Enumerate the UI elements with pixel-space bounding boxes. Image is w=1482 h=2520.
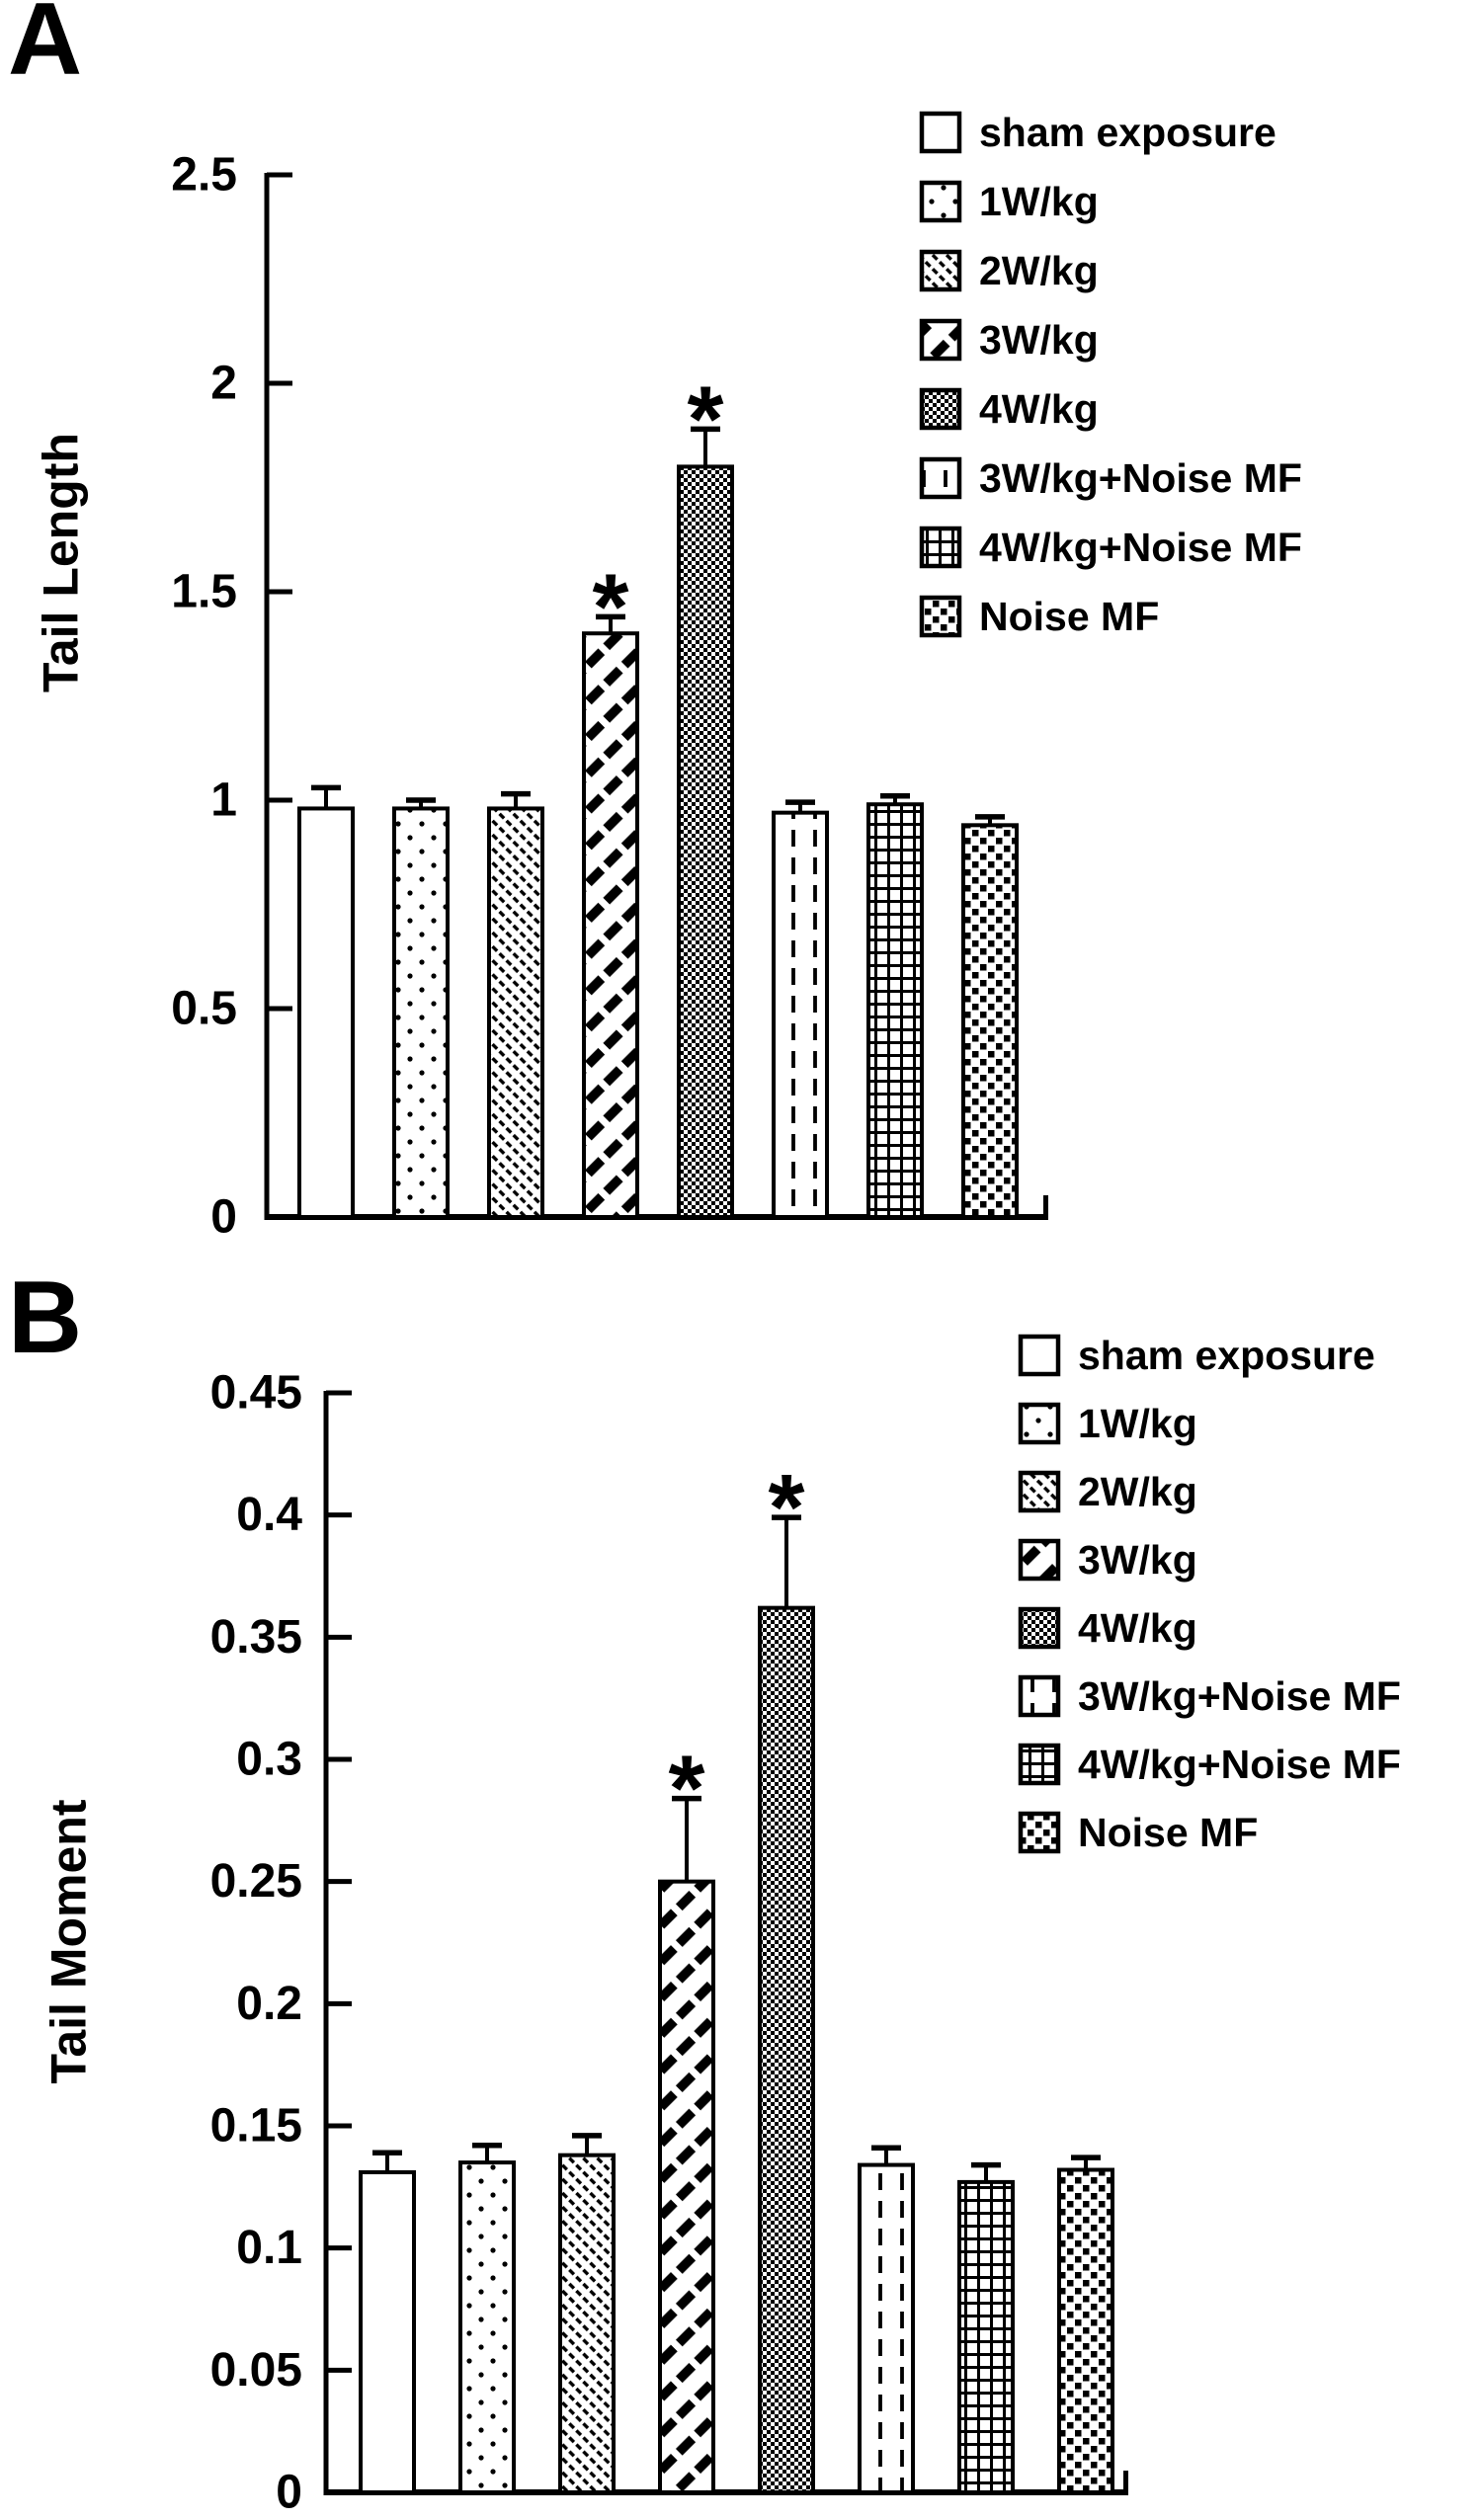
legend-marker-sham-exposure [1018,1334,1061,1377]
legend-label-3w-kg: 3W/kg [979,317,1099,363]
legend-marker-4w-kg [919,387,962,431]
y-tick-label-0: 0 [210,1191,237,1244]
bar-sham-exposure [297,806,355,1219]
bar-noise-mf [1057,2167,1114,2495]
legend-marker-2w-kg [1018,1470,1061,1513]
legend-label-3w-kg: 3W/kg [1078,1537,1197,1583]
y-tick-label-0: 0 [276,2467,302,2519]
legend-label-1w-kg: 1W/kg [1078,1401,1197,1446]
y-tick-label-0.1: 0.1 [236,2222,302,2274]
panel-b-letter: B [8,1260,83,1375]
legend-label-4w-kg-noise-mf: 4W/kg+Noise MF [1078,1742,1401,1787]
y-tick-label-1.5: 1.5 [171,566,237,618]
legend-label-1w-kg: 1W/kg [979,179,1099,224]
bar-4w-kg-noise-mf [866,802,924,1219]
legend-marker-4w-kg-noise-mf [1018,1743,1061,1786]
panel-b-chart: 0.45 0.4 0.35 0.3 0.25 0.2 0.15 0.1 0.05 0 * * sham … [210,1333,1401,2519]
significance-asterisk-4w-kg: * [688,366,724,471]
legend-marker-2w-kg [919,249,962,292]
legend-label-2w-kg: 2W/kg [1078,1469,1197,1514]
y-tick-label-2: 2 [210,358,237,410]
legend-marker-3w-kg [919,318,962,362]
legend-marker-3w-kg [1018,1538,1061,1582]
y-tick-label-0.05: 0.05 [210,2344,302,2397]
legend-marker-noise-mf [1018,1811,1061,1854]
legend-marker-1w-kg [1018,1402,1061,1445]
legend-label-4w-kg-noise-mf: 4W/kg+Noise MF [979,525,1302,570]
legend-marker-1w-kg [919,180,962,223]
significance-asterisk-3w-kg: * [593,554,629,659]
y-tick-label-1: 1 [210,774,237,827]
bar-4w-kg [758,1605,815,2494]
legend-label-3w-kg-noise-mf: 3W/kg+Noise MF [979,455,1302,501]
legend-marker-3w-kg-noise-mf [1018,1674,1061,1718]
legend-label-4w-kg: 4W/kg [1078,1605,1197,1651]
legend-label-noise-mf: Noise MF [979,594,1159,639]
bar-3w-kg-noise-mf [858,2162,915,2494]
y-tick-label-0.45: 0.45 [210,1367,302,1420]
bar-4w-kg-noise-mf [957,2179,1015,2494]
bar-noise-mf [961,823,1019,1219]
panel-a-letter: A [8,0,83,97]
y-tick-label-0.3: 0.3 [236,1734,302,1786]
y-tick-label-0.2: 0.2 [236,1978,302,2030]
bar-2w-kg [558,2153,616,2494]
significance-asterisk-4w-kg: * [769,1455,805,1560]
legend-marker-3w-kg-noise-mf [919,456,962,500]
legend-label-sham-exposure: sham exposure [979,110,1276,155]
legend-label-2w-kg: 2W/kg [979,248,1099,293]
legend-label-sham-exposure: sham exposure [1078,1333,1375,1378]
bar-3w-kg-noise-mf [772,810,829,1219]
y-tick-label-0.25: 0.25 [210,1855,302,1908]
legend-label-noise-mf: Noise MF [1078,1810,1258,1855]
panel-b: B Tail Moment 0.45 0.4 0.35 0.3 0.25 0.2 0.15 0… [0,1260,1482,2520]
y-tick-label-0.4: 0.4 [236,1489,302,1541]
y-tick-label-0.5: 0.5 [171,983,237,1035]
bar-1w-kg [392,806,450,1219]
panel-a: A Tail Length 2.5 2 1.5 1 0.5 0 * * sham exposur… [8,0,1302,1244]
bar-1w-kg [458,2160,516,2494]
legend-marker-4w-kg-noise-mf [919,526,962,569]
bar-4w-kg [677,464,734,1219]
y-tick-label-2.5: 2.5 [171,149,237,202]
bar-3w-kg [658,1879,715,2494]
legend-marker-sham-exposure [919,111,962,154]
significance-asterisk-3w-kg: * [669,1737,705,1841]
panel-a-chart: 2.5 2 1.5 1 0.5 0 * * sham exposure 1W/kg 2W/kg 3W/… [171,110,1302,1244]
bar-sham-exposure [359,2169,416,2494]
legend-label-4w-kg: 4W/kg [979,386,1099,432]
y-tick-label-0.15: 0.15 [210,2100,302,2153]
y-tick-label-0.35: 0.35 [210,1611,302,1664]
legend-marker-noise-mf [919,595,962,638]
legend-marker-4w-kg [1018,1606,1061,1650]
bar-3w-kg [582,631,639,1219]
legend-label-3w-kg-noise-mf: 3W/kg+Noise MF [1078,1673,1401,1719]
bar-2w-kg [487,806,544,1219]
